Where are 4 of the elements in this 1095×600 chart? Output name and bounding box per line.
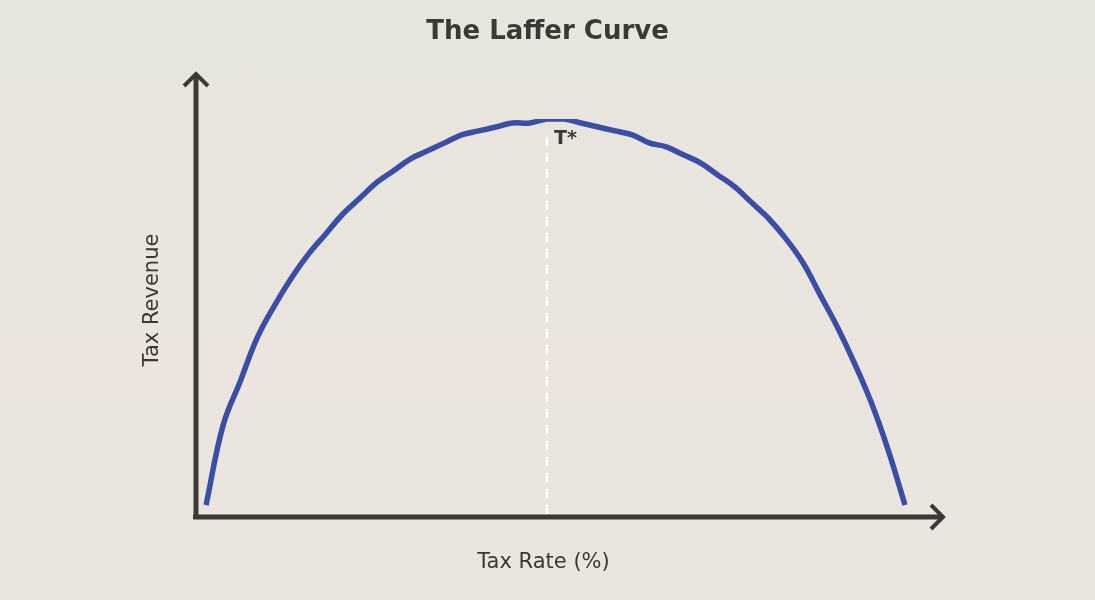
- x-axis-title: Tax Rate (%): [476, 549, 610, 574]
- annotation: T*: [553, 126, 577, 149]
- y-axis-title: Tax Revenue: [139, 233, 164, 368]
- chart-title: The Laffer Curve: [426, 14, 669, 45]
